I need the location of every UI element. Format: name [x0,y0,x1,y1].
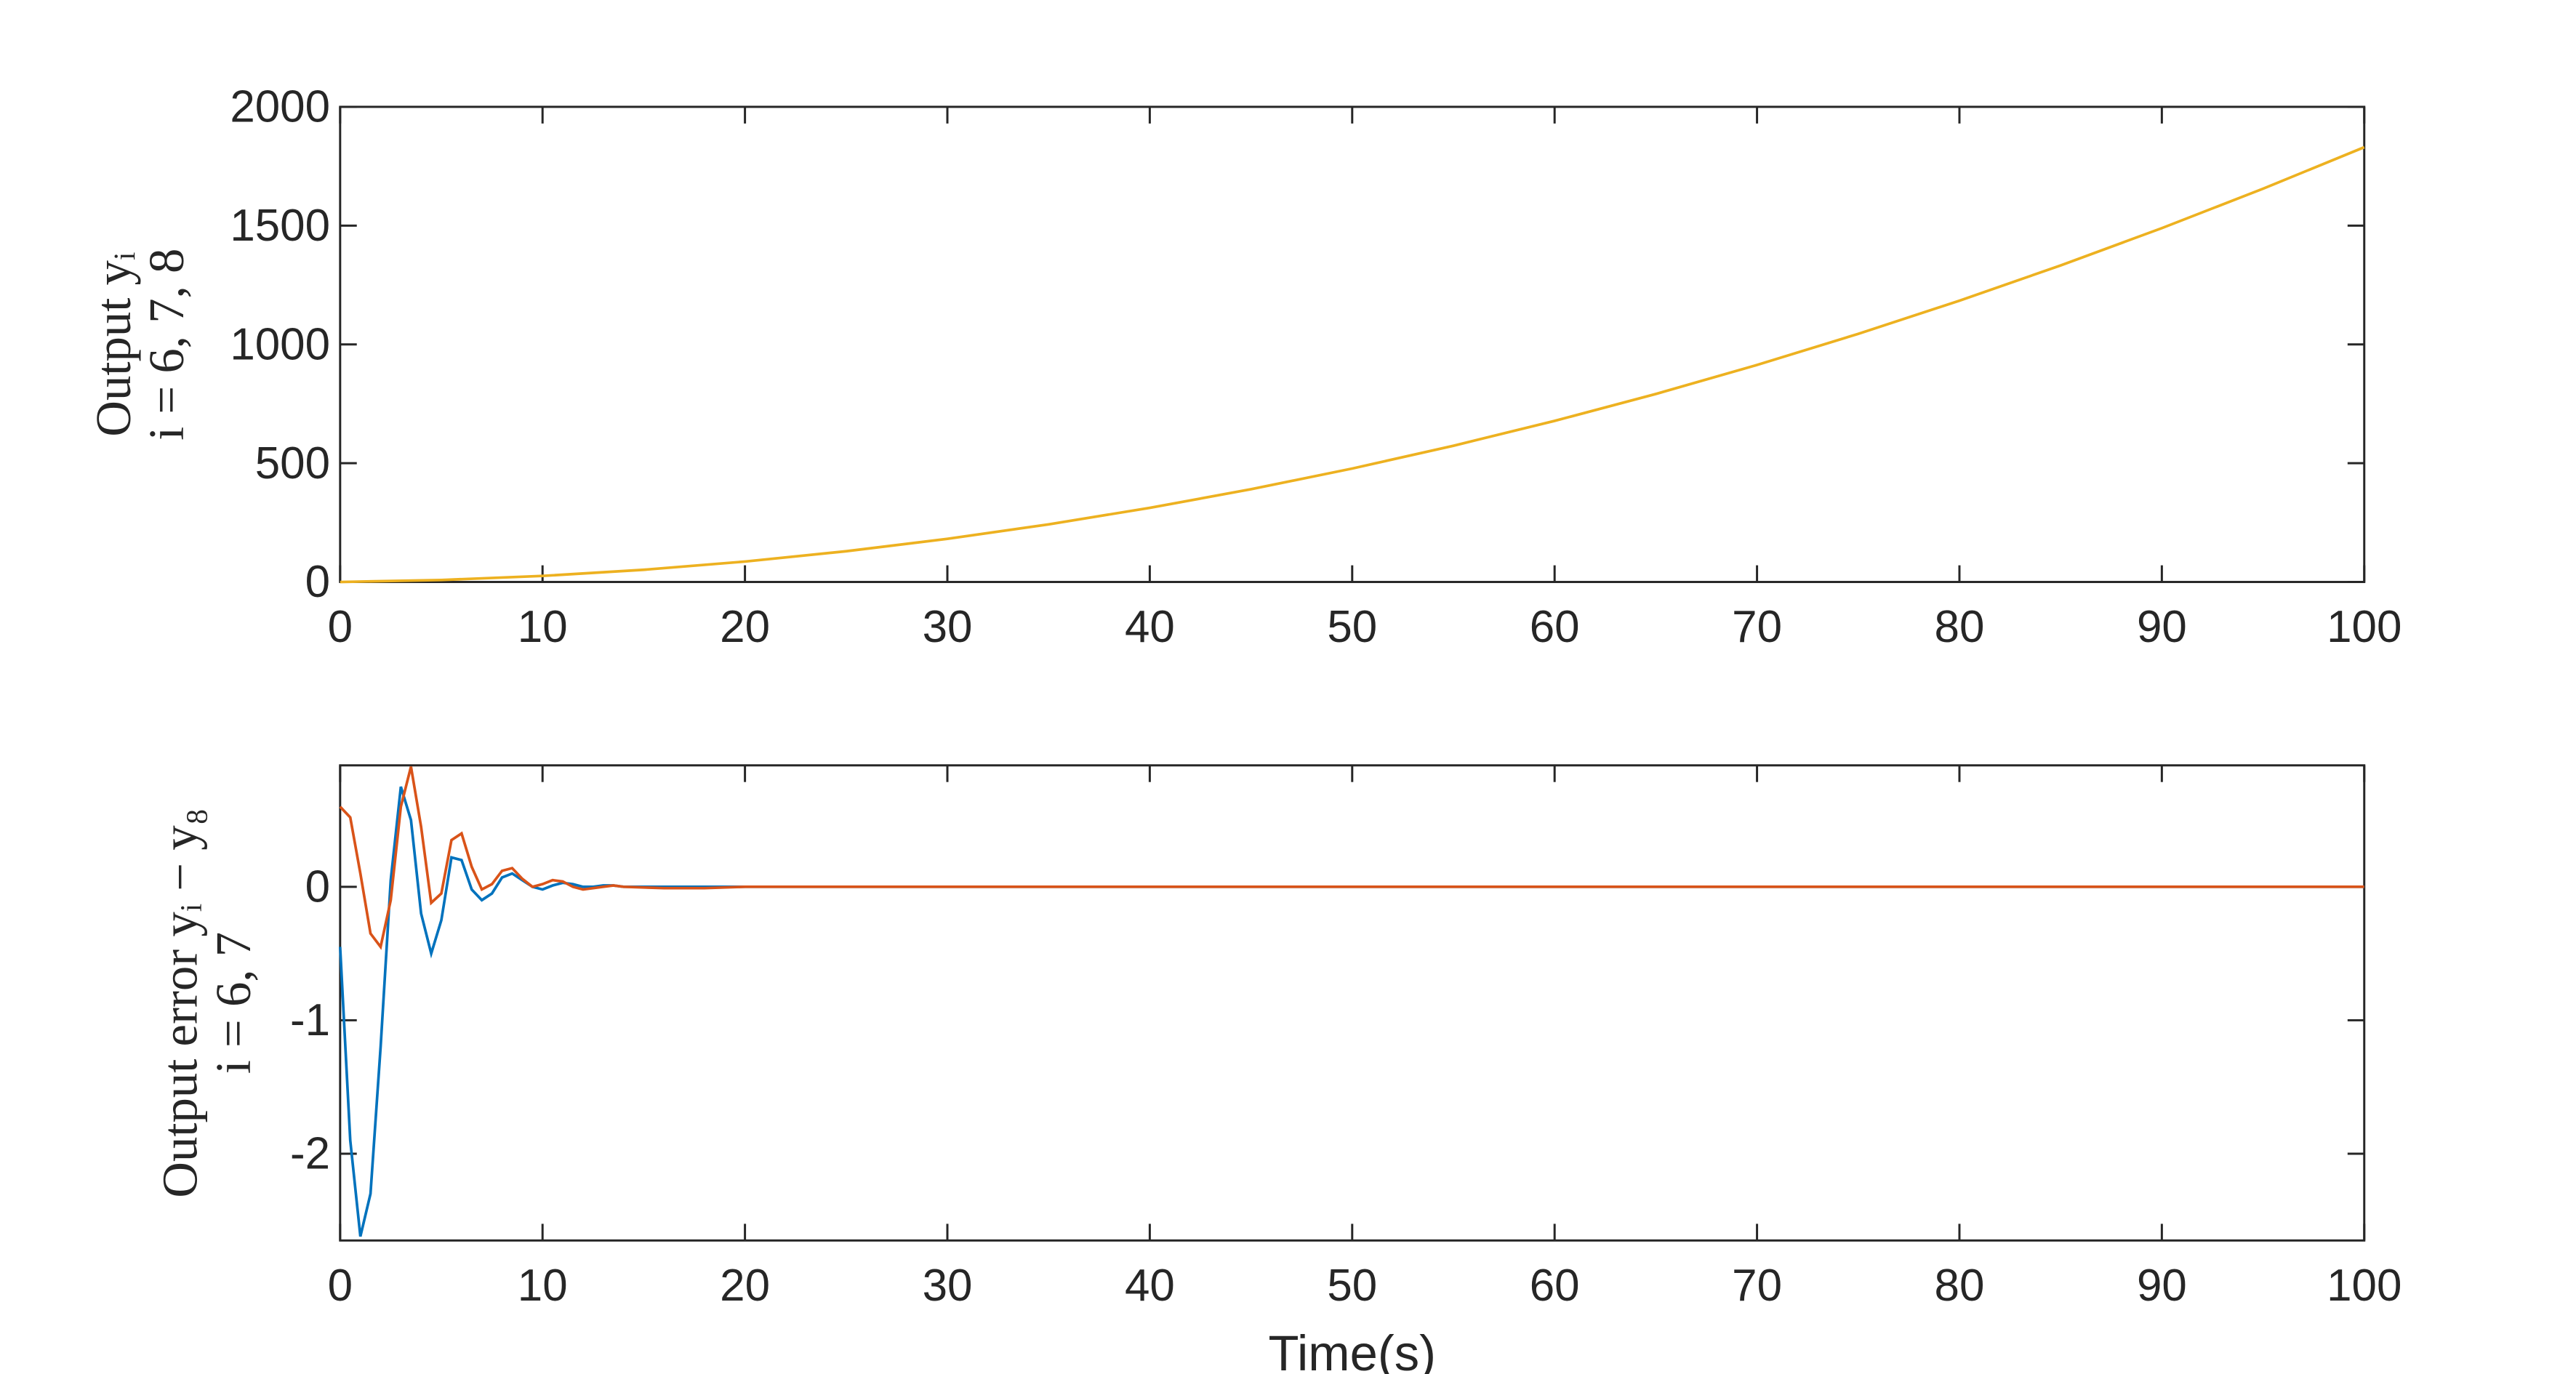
x-tick-label: 60 [1530,602,1580,652]
axes-box [339,105,2366,584]
data-line [339,766,2364,950]
x-tick-label: 80 [1935,1261,1985,1311]
y-axis-label: Output yᵢ [86,252,141,437]
data-line [340,145,2365,584]
y-tick-label: 500 [255,438,330,489]
x-tick-label: 80 [1935,602,1985,652]
x-tick-label: 50 [1327,1261,1377,1311]
x-tick-label: 20 [720,1261,770,1311]
data-line [338,786,2364,1237]
axes-box [339,764,2366,1242]
y-tick-label: -1 [290,995,330,1045]
y-tick-label: -2 [290,1129,330,1179]
x-tick-label: 90 [2137,602,2187,652]
y-tick-label: 2000 [230,82,330,132]
x-tick-label: 90 [2137,1261,2187,1311]
x-axis-label: Time(s) [1269,1325,1437,1374]
x-tick-label: 0 [328,602,353,652]
y-tick-label: 1500 [230,201,330,251]
x-tick-label: 100 [2327,1261,2402,1311]
y-tick-label: 0 [305,861,330,912]
x-tick-label: 40 [1125,1261,1175,1311]
x-tick-label: 60 [1530,1261,1580,1311]
x-tick-label: 10 [518,1261,568,1311]
x-tick-label: 40 [1125,602,1175,652]
x-tick-label: 100 [2327,602,2402,652]
x-tick-label: 30 [923,1261,973,1311]
y-axis-label: i = 6, 7, 8 [139,249,194,441]
x-tick-label: 30 [923,602,973,652]
y-axis-label: i = 6, 7 [206,932,261,1074]
x-tick-label: 0 [328,1261,353,1311]
y-tick-label: 1000 [230,319,330,369]
x-tick-label: 70 [1732,1261,1782,1311]
x-tick-label: 50 [1327,602,1377,652]
y-tick-label: 0 [305,557,330,607]
x-tick-label: 10 [518,602,568,652]
x-tick-label: 70 [1732,602,1782,652]
y-axis-label: Output error yᵢ − y₈ [153,808,208,1197]
x-tick-label: 20 [720,602,770,652]
